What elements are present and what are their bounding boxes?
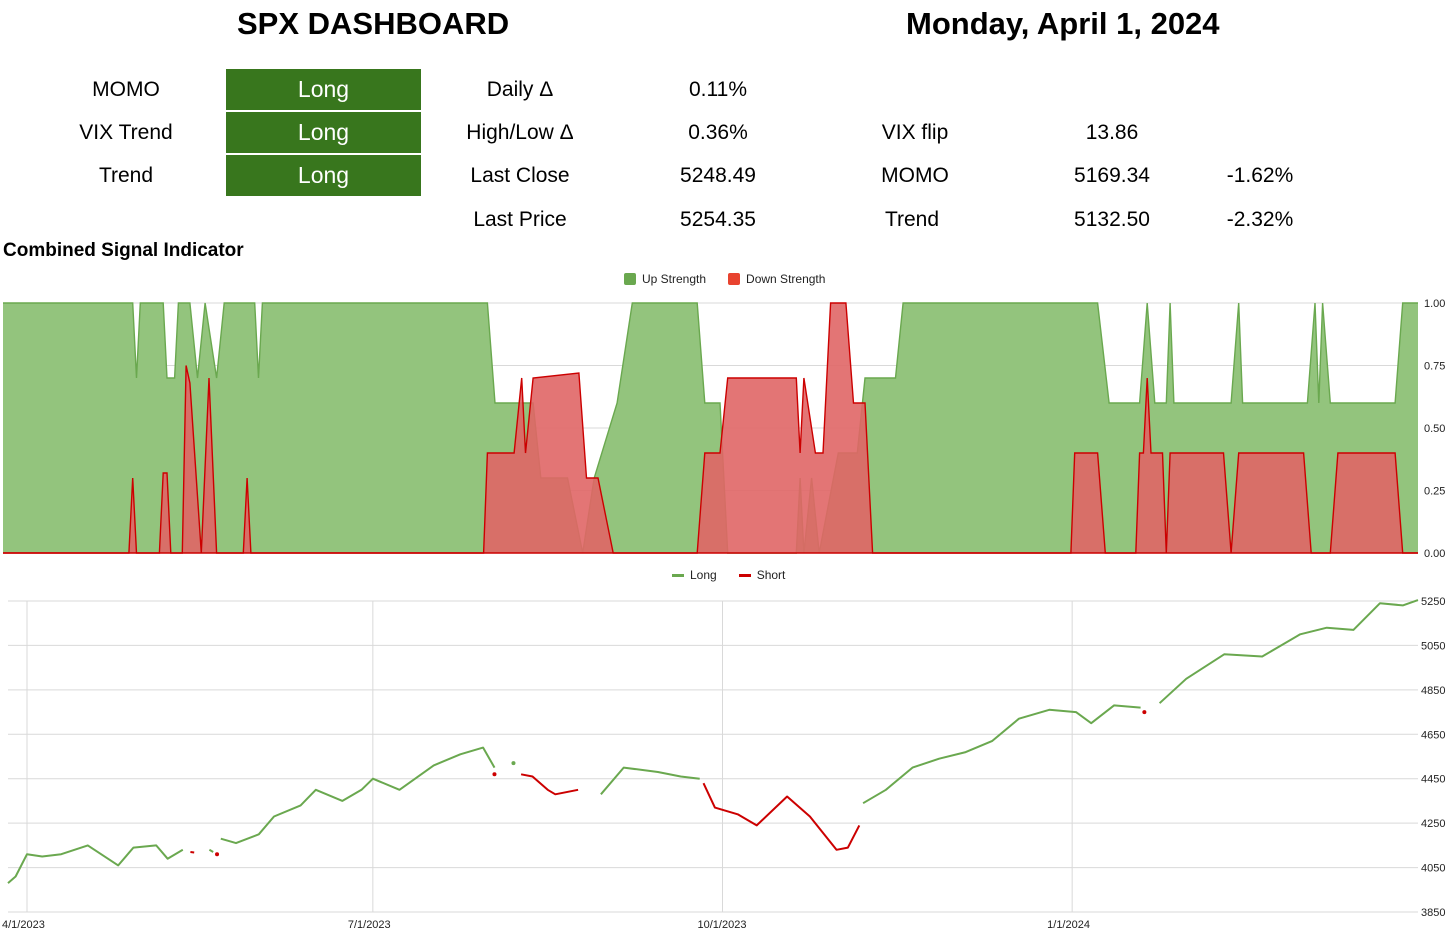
series-point-1 [215, 852, 220, 857]
stat-label-last-price: Last Price [473, 208, 567, 231]
series-line-0 [208, 848, 214, 853]
signal-strength-chart: 0.00 0.25 0.50 0.75 1.00 [3, 298, 1445, 560]
price-y-tick: 4850 [1421, 685, 1445, 697]
short-swatch [738, 573, 751, 577]
level-value-vix-flip: 13.86 [1085, 121, 1139, 144]
price-y-tick: 5250 [1421, 596, 1445, 608]
signal-y-tick: 0.00 [1424, 548, 1445, 560]
legend-short: Short [756, 568, 786, 582]
price-y-tick: 5050 [1421, 640, 1445, 652]
price-x-tick: 4/1/2023 [2, 919, 45, 931]
dashboard-title: SPX DASHBOARD [237, 6, 510, 41]
series-area-1 [3, 303, 1418, 553]
series-line-1 [3, 302, 1418, 554]
signal-momo-badge: Long [226, 69, 421, 110]
series-line-0 [1158, 599, 1419, 704]
series-line-0 [862, 704, 1141, 805]
long-swatch [672, 573, 684, 577]
price-y-tick: 4650 [1421, 729, 1445, 741]
stat-value-daily-delta: 0.11% [689, 78, 747, 101]
signal-trend-badge: Long [226, 155, 421, 196]
signal-label-vix-trend: VIX Trend [79, 121, 173, 144]
dashboard-date: Monday, April 1, 2024 [906, 6, 1220, 41]
section-title: Combined Signal Indicator [3, 240, 244, 261]
signal-y-tick: 0.50 [1424, 423, 1445, 435]
price-chart-legend: Long Short [672, 568, 785, 582]
series-line-0 [220, 746, 496, 845]
series-point-1 [492, 772, 497, 777]
signal-y-tick: 0.75 [1424, 361, 1445, 373]
level-value-momo: 5169.34 [1074, 164, 1150, 187]
series-point-0 [511, 761, 516, 766]
price-y-tick: 4250 [1421, 818, 1445, 830]
signal-label-momo: MOMO [92, 78, 160, 101]
series-point-1 [1142, 710, 1147, 715]
level-pct-trend: -2.32% [1226, 208, 1294, 231]
series-line-1 [702, 782, 861, 851]
price-x-tick: 10/1/2023 [698, 919, 747, 931]
signal-y-tick: 0.25 [1424, 486, 1445, 498]
series-line-0 [7, 844, 184, 884]
price-y-tick: 3850 [1421, 907, 1445, 919]
up-strength-swatch [624, 273, 636, 285]
series-line-0 [600, 766, 700, 795]
series-line-1 [190, 851, 195, 854]
price-x-tick: 1/1/2024 [1047, 919, 1090, 931]
price-y-tick: 4450 [1421, 774, 1445, 786]
stat-label-last-close: Last Close [470, 164, 570, 187]
level-value-trend: 5132.50 [1074, 208, 1150, 231]
signal-label-trend: Trend [98, 164, 154, 187]
signal-vix-trend-badge: Long [226, 112, 421, 153]
stat-label-high-low-delta: High/Low Δ [466, 121, 574, 144]
price-y-tick: 4050 [1421, 863, 1445, 875]
level-pct-momo: -1.62% [1226, 164, 1294, 187]
signal-chart-legend: Up Strength Down Strength [624, 272, 825, 286]
legend-down-strength: Down Strength [746, 272, 826, 286]
down-strength-swatch [728, 273, 741, 285]
price-chart: 3850 4050 4250 4450 4650 4850 5050 5250 4/1/2023… [2, 596, 1445, 931]
level-label-momo: MOMO [881, 164, 949, 187]
series-area-0 [3, 303, 1418, 553]
stat-value-last-close: 5248.49 [680, 164, 756, 187]
level-label-trend: Trend [884, 208, 940, 231]
series-line-1 [520, 773, 579, 796]
stat-value-high-low-delta: 0.36% [688, 121, 748, 144]
legend-long: Long [690, 568, 717, 582]
legend-up-strength: Up Strength [642, 272, 707, 286]
level-label-vix-flip: VIX flip [881, 121, 949, 144]
stat-value-last-price: 5254.35 [680, 208, 756, 231]
price-x-tick: 7/1/2023 [348, 919, 391, 931]
signal-y-tick: 1.00 [1424, 298, 1445, 310]
stat-label-daily-delta: Daily Δ [486, 78, 554, 101]
